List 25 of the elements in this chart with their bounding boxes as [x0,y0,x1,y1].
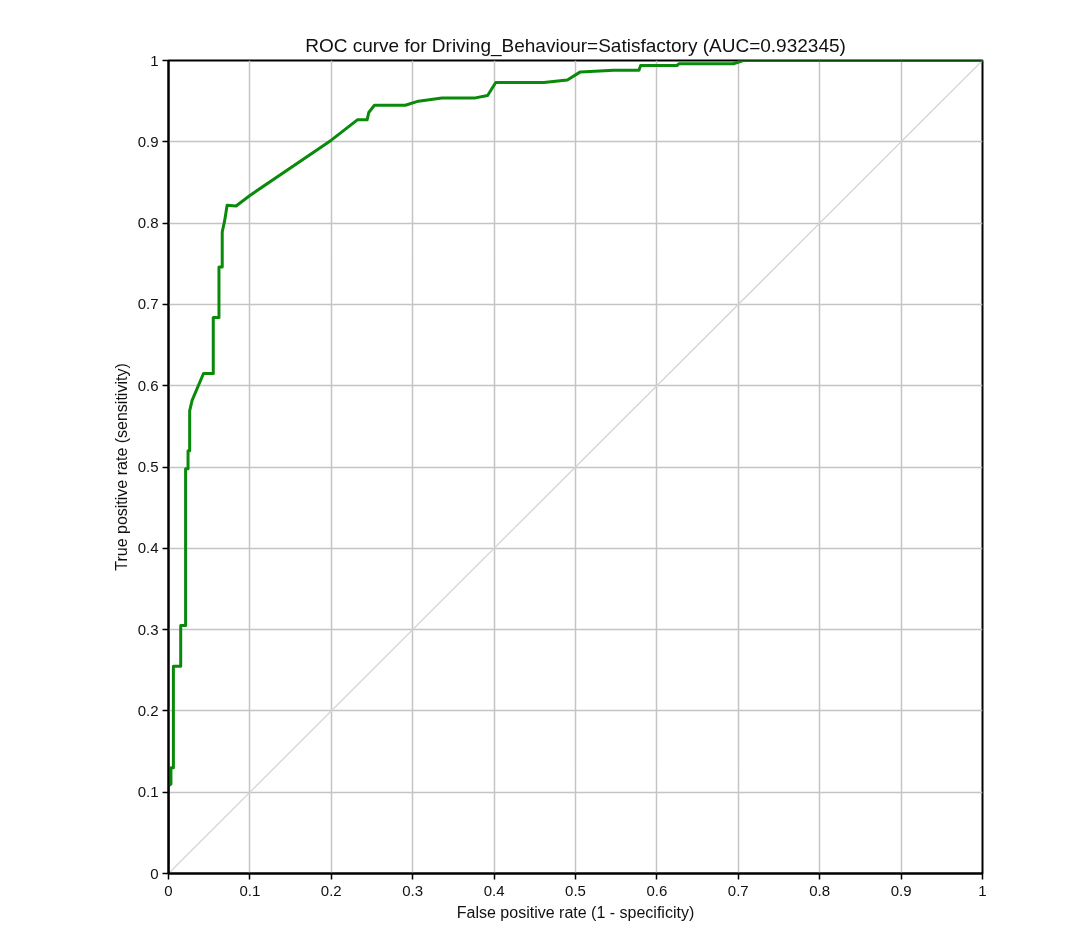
y-tick-label: 0.8 [137,214,159,232]
x-tick-label: 0.6 [646,881,668,899]
x-tick-label: 0.1 [239,881,261,899]
y-tick-label: 0.3 [137,620,159,638]
x-tick-label: 0.9 [890,881,912,899]
x-tick-label: 0.7 [727,881,749,899]
y-tick-label: 0.9 [137,132,159,150]
y-tick-label: 0 [150,864,159,882]
y-tick-label: 1 [150,51,159,69]
y-axis-title: True positive rate (sensitivity) [112,363,130,571]
chart-title: ROC curve for Driving_Behaviour=Satisfactory (AUC=0.932345) [305,34,846,57]
y-tick-label: 0.7 [137,295,159,313]
y-tick-label: 0.1 [137,783,159,801]
x-axis-title: False positive rate (1 - specificity) [456,903,695,921]
x-tick-label: 0.8 [809,881,831,899]
y-tick-label: 0.4 [137,539,159,557]
x-tick-label: 0 [164,881,173,899]
y-tick-label: 0.5 [137,458,159,475]
x-tick-label: 0.3 [402,881,424,899]
x-tick-label: 0.4 [483,881,505,899]
x-tick-label: 0.2 [320,881,342,899]
x-tick-label: 0.5 [565,881,586,899]
y-tick-label: 0.6 [137,376,159,394]
x-tick-label: 1 [978,881,987,899]
y-tick-label: 0.2 [137,701,159,719]
